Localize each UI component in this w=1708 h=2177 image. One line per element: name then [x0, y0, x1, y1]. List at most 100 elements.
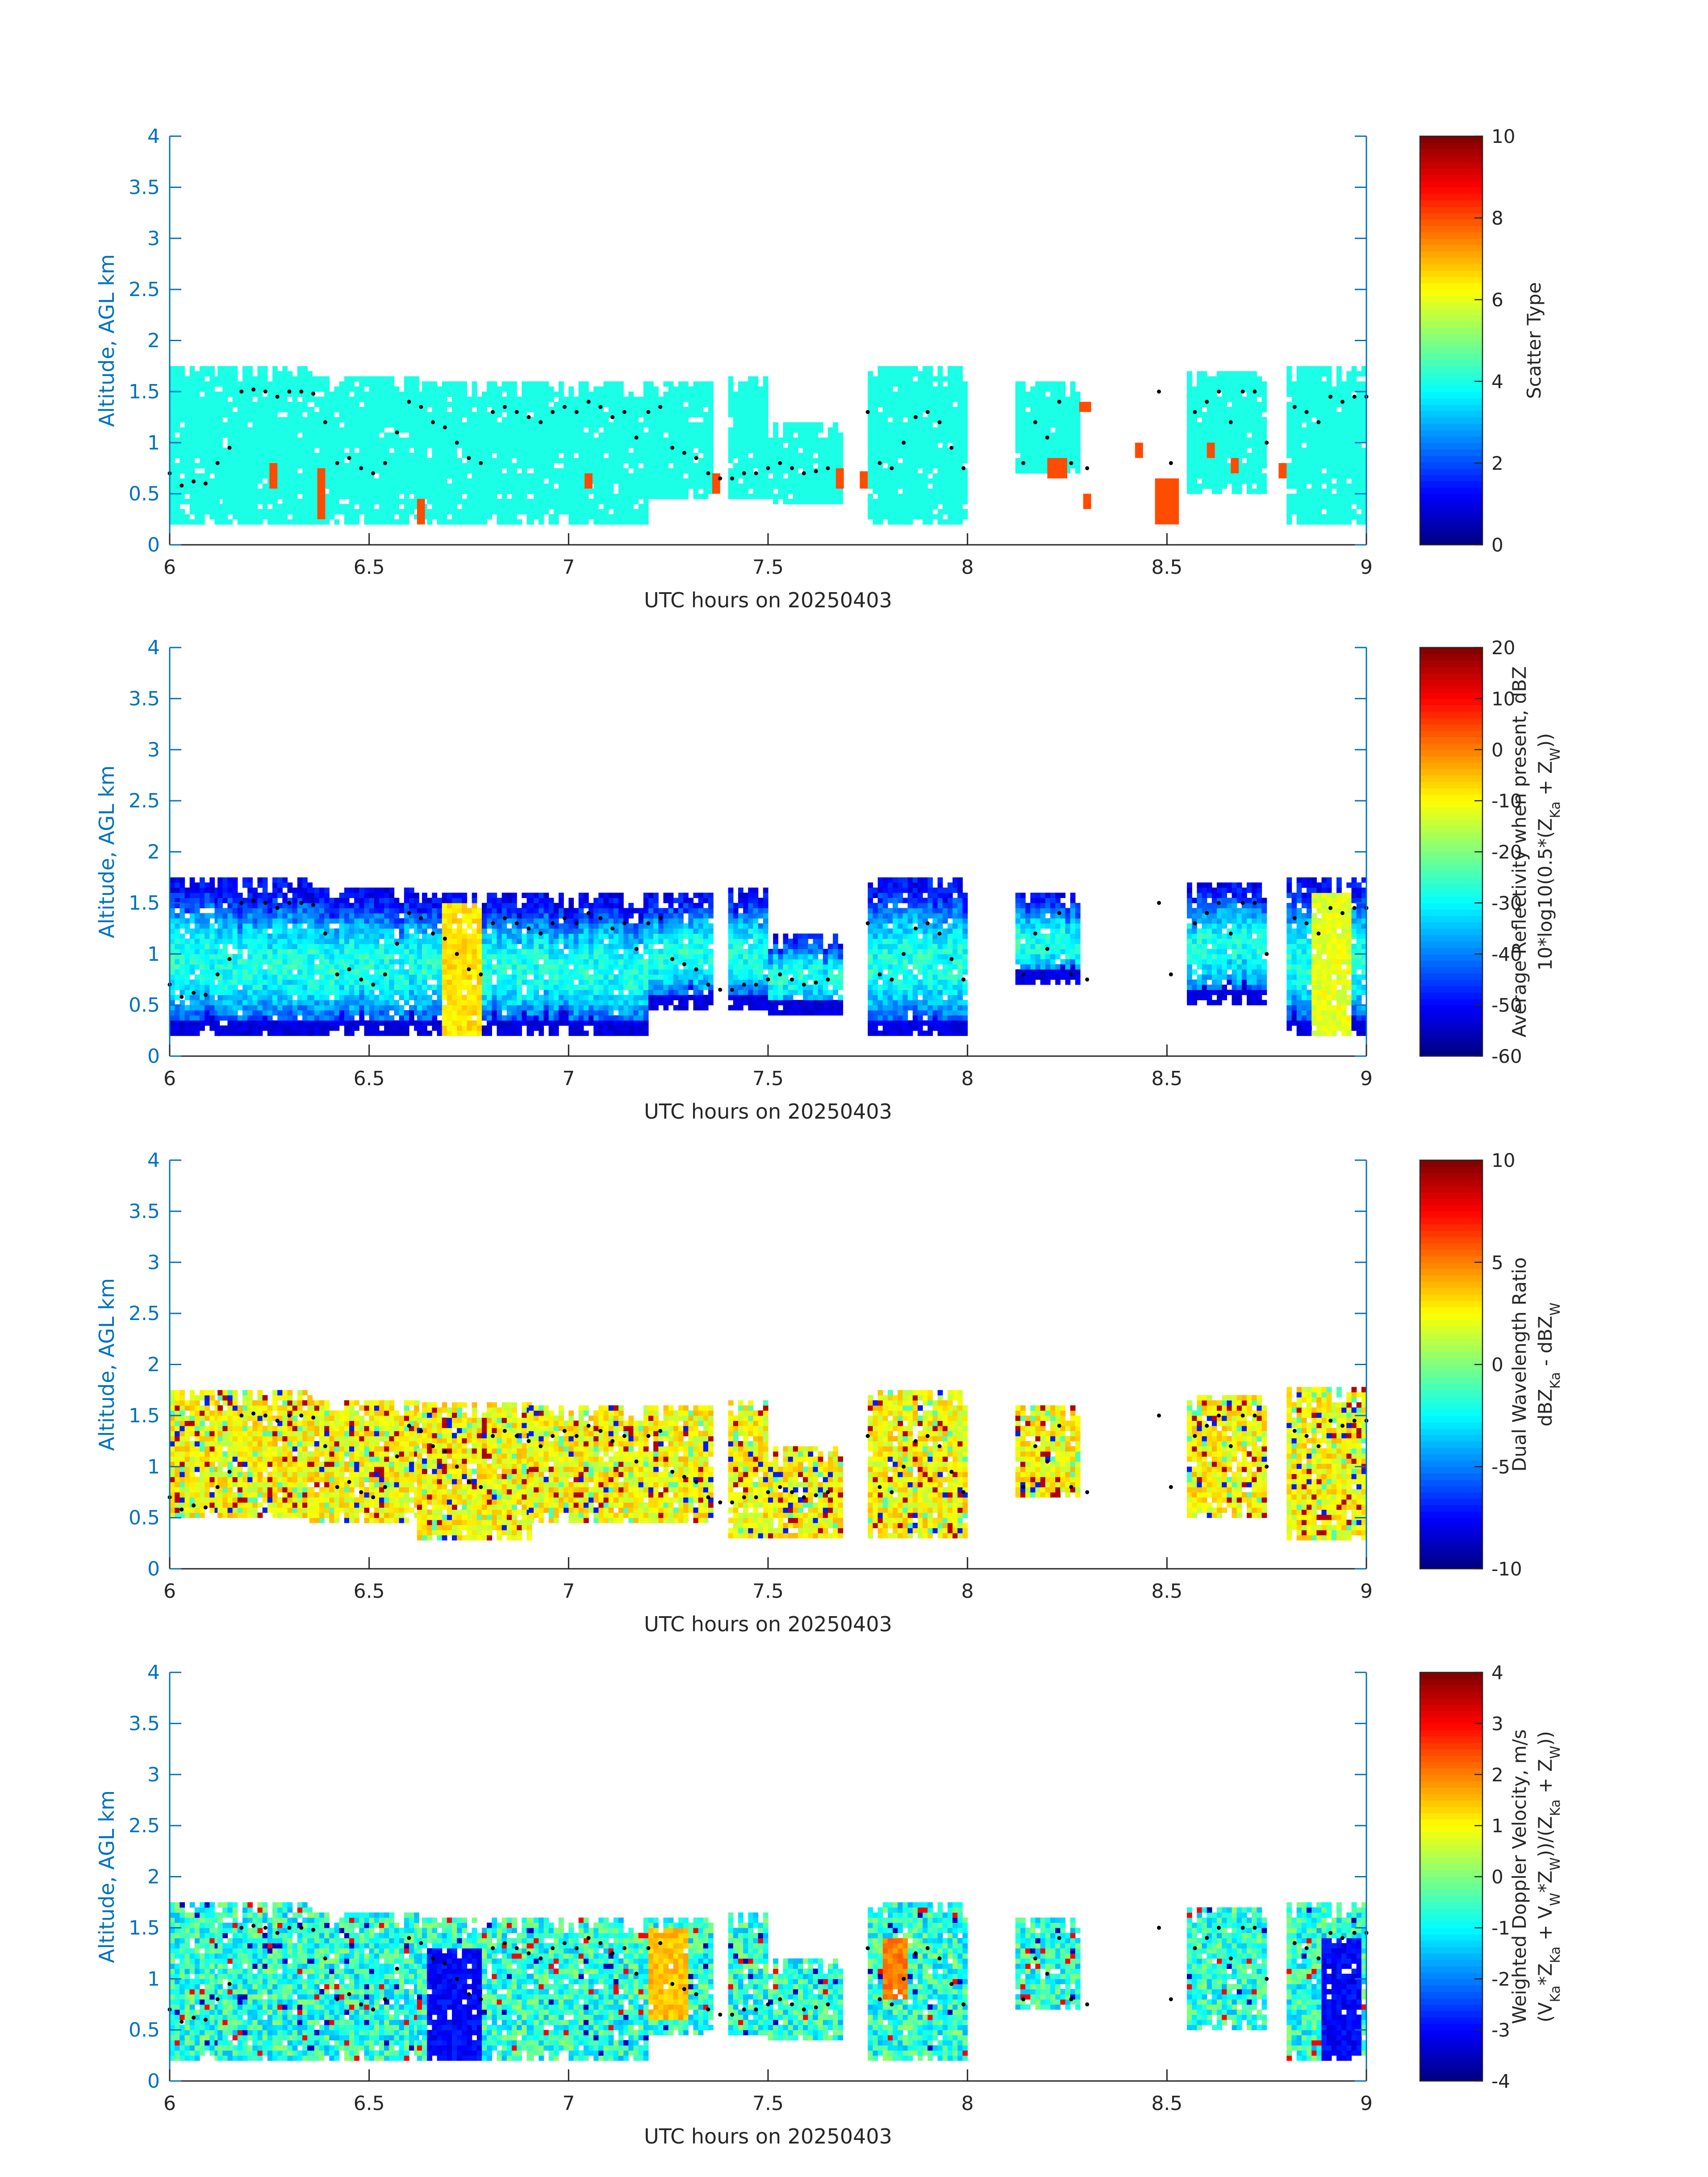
heatmap-cell — [170, 443, 175, 448]
heatmap-cell — [292, 401, 298, 407]
heatmap-cell — [512, 422, 517, 428]
heatmap-cell — [628, 437, 634, 443]
heatmap-cell — [175, 381, 180, 387]
heatmap-cell — [1301, 417, 1307, 423]
heatmap-cell — [252, 407, 258, 413]
heatmap-cell — [200, 473, 205, 479]
heatmap-cell — [1232, 412, 1237, 418]
heatmap-cell — [743, 483, 748, 489]
heatmap-cell — [404, 376, 409, 382]
heatmap-cell — [898, 422, 903, 428]
heatmap-cell — [758, 468, 764, 474]
heatmap-cell — [344, 478, 350, 484]
heatmap-cell — [1217, 401, 1222, 407]
heatmap-cell — [194, 443, 200, 448]
heatmap-cell — [912, 468, 918, 474]
heatmap-cell — [918, 443, 923, 448]
heatmap-cell — [267, 514, 273, 520]
heatmap-cell — [893, 437, 898, 443]
heatmap-cell — [1232, 417, 1237, 423]
heatmap-cell — [753, 493, 759, 499]
heatmap-cell — [763, 427, 768, 433]
heatmap-cell — [678, 381, 684, 387]
heatmap-cell — [578, 458, 584, 464]
heatmap-cell — [623, 473, 629, 479]
heatmap-cell — [1045, 427, 1051, 433]
heatmap-cell — [539, 412, 544, 418]
heatmap-cell — [608, 478, 614, 484]
overlay-point — [371, 471, 376, 476]
heatmap-cell — [1227, 437, 1232, 443]
heatmap-cell — [543, 443, 549, 448]
heatmap-cell — [907, 391, 913, 397]
heatmap-cell — [1232, 437, 1237, 443]
heatmap-cell — [608, 514, 614, 520]
heatmap-cell — [472, 422, 477, 428]
heatmap-cell — [708, 468, 714, 474]
heatmap-cell — [927, 381, 933, 387]
heatmap-cell — [354, 493, 359, 499]
overlay-point — [682, 451, 686, 455]
heatmap-cell — [175, 376, 180, 382]
heatmap-cell — [457, 386, 462, 392]
heatmap-cell — [618, 504, 624, 510]
heatmap-cell — [573, 478, 579, 484]
heatmap-cell — [1227, 432, 1232, 438]
heatmap-cell — [262, 493, 268, 499]
heatmap-cell — [1040, 447, 1046, 453]
heatmap-cell — [529, 422, 534, 428]
heatmap-cell — [1307, 417, 1312, 423]
heatmap-cell — [912, 458, 918, 464]
heatmap-cell — [1065, 432, 1071, 438]
heatmap-cell — [399, 397, 405, 402]
heatmap-cell — [272, 422, 278, 428]
heatmap-cell — [200, 509, 205, 514]
heatmap-cell — [559, 504, 564, 510]
heatmap-cell — [205, 371, 210, 377]
heatmap-cell — [1070, 417, 1076, 423]
heatmap-cell — [384, 473, 389, 479]
heatmap-cell — [598, 407, 604, 413]
heatmap-cell — [369, 453, 375, 459]
heatmap-cell — [1035, 422, 1041, 428]
heatmap-cell — [252, 478, 258, 484]
heatmap-cell — [688, 427, 694, 433]
heatmap-cell — [1307, 366, 1312, 372]
heatmap-cell — [893, 381, 898, 387]
heatmap-cell — [497, 519, 502, 525]
heatmap-cell — [877, 473, 883, 479]
heatmap-cell — [912, 412, 918, 418]
heatmap-cell — [364, 458, 370, 464]
heatmap-cell — [733, 412, 739, 418]
heatmap-cell — [462, 437, 468, 443]
heatmap-cell — [404, 391, 409, 397]
heatmap-cell — [432, 509, 438, 514]
heatmap-cell — [543, 427, 549, 433]
heatmap-cell — [492, 443, 497, 448]
heatmap-cell — [613, 504, 619, 510]
heatmap-cell — [559, 417, 564, 423]
heatmap-cell — [882, 468, 888, 474]
heatmap-cell — [349, 422, 355, 428]
heatmap-cell — [678, 386, 684, 392]
heatmap-cell — [589, 401, 594, 407]
heatmap-cell — [1236, 407, 1242, 413]
heatmap-cell — [1307, 463, 1312, 469]
heatmap-cell — [1211, 422, 1217, 428]
heatmap-cell — [302, 478, 308, 484]
heatmap-cell — [623, 443, 629, 448]
heatmap-cell — [506, 412, 512, 418]
heatmap-cell — [180, 391, 185, 397]
heatmap-cell — [222, 371, 228, 377]
heatmap-cell — [1311, 483, 1317, 489]
heatmap-cell — [374, 391, 380, 397]
overlay-point — [586, 400, 591, 404]
heatmap-cell — [427, 443, 432, 448]
heatmap-cell — [277, 422, 283, 428]
heatmap-cell — [678, 443, 684, 448]
heatmap-cell — [302, 422, 308, 428]
heatmap-cell — [302, 468, 308, 474]
heatmap-cell — [957, 483, 963, 489]
heatmap-cell — [1236, 422, 1242, 428]
overlay-point — [431, 420, 435, 424]
